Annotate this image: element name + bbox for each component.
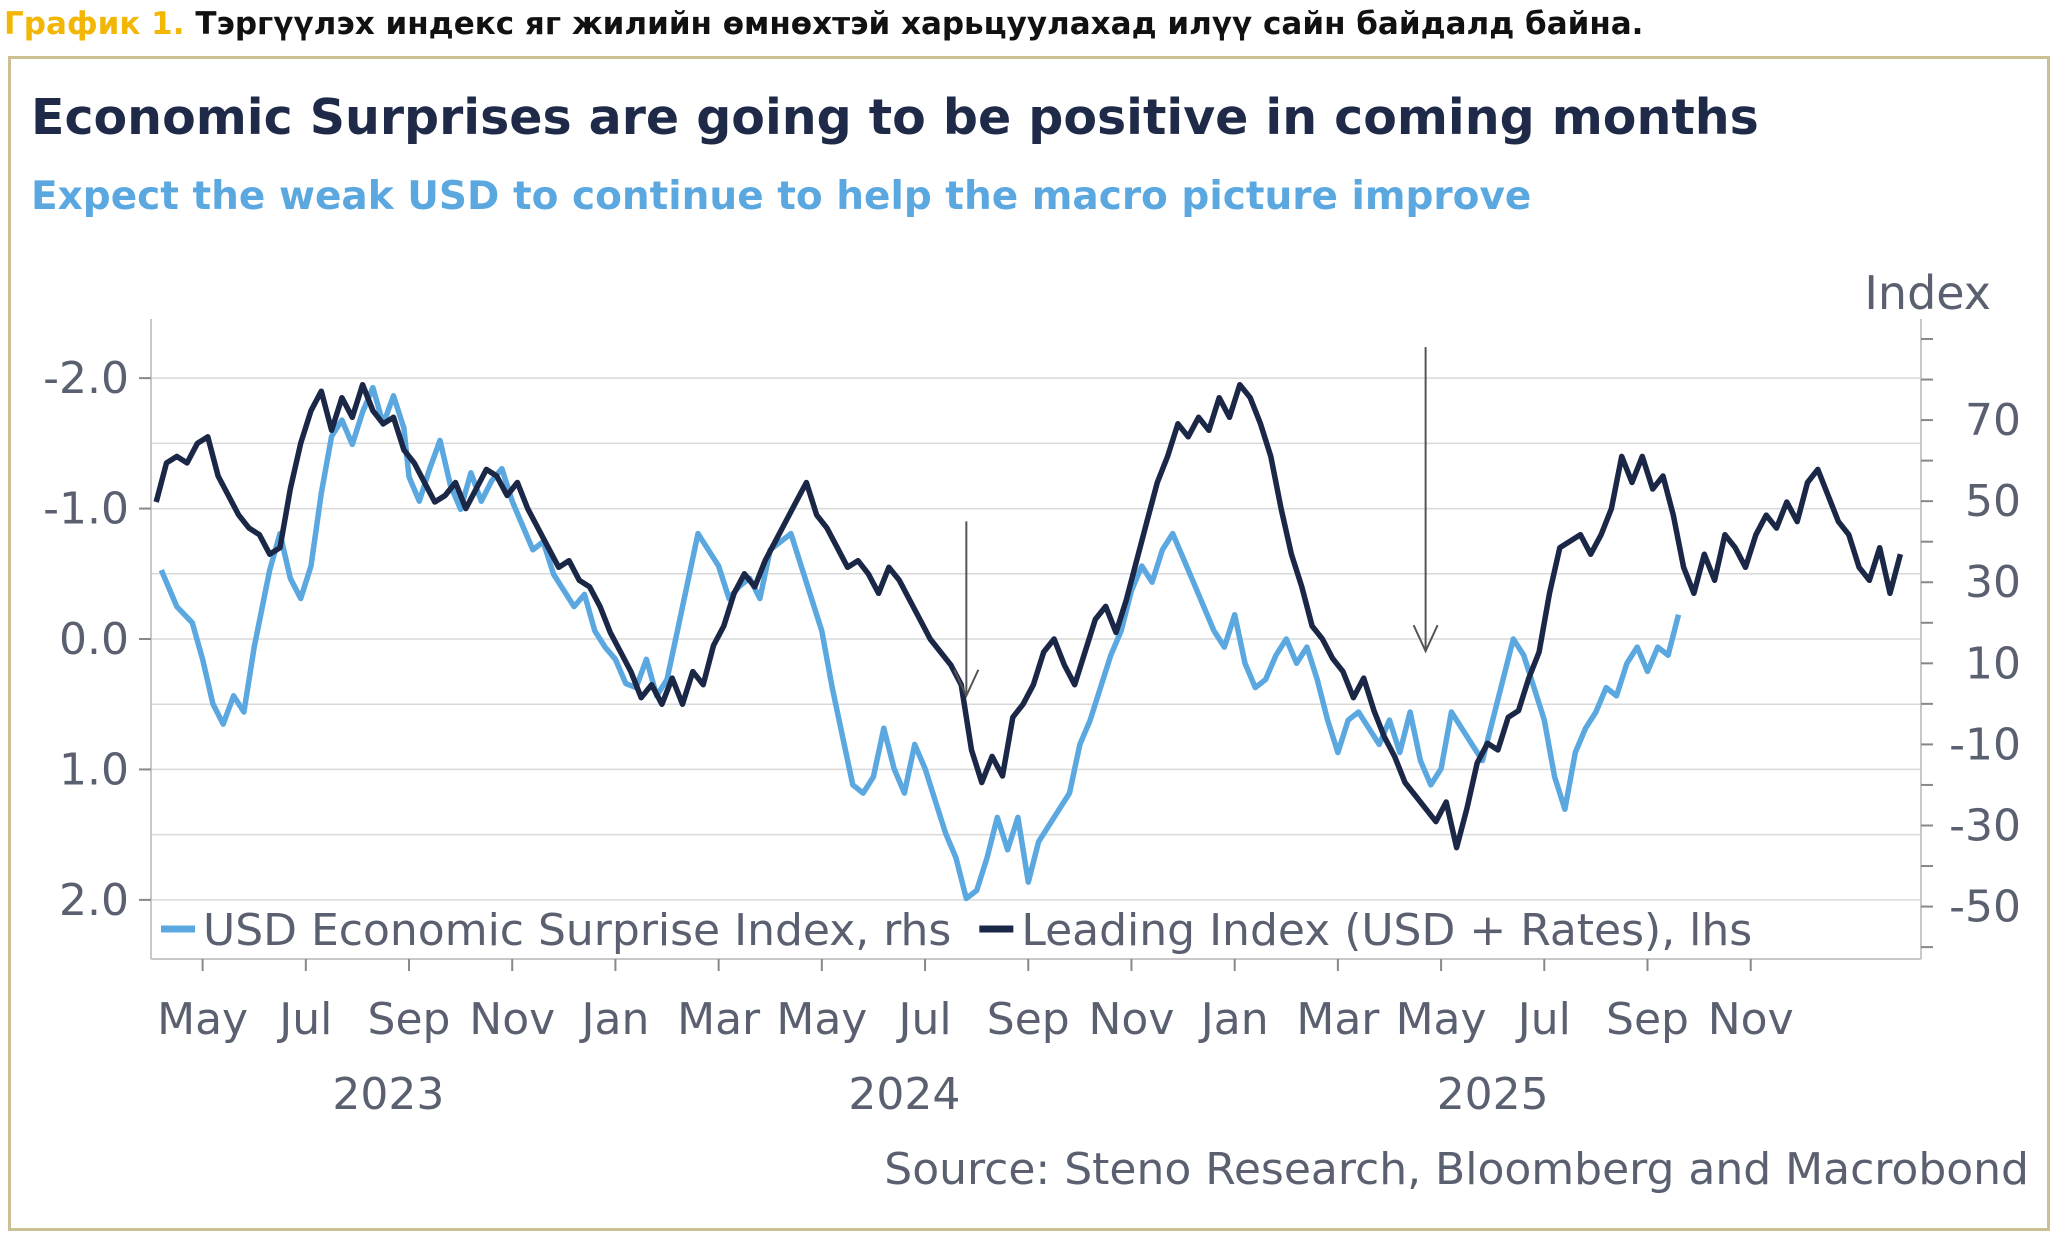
year-label: 2024 [848, 1069, 960, 1120]
annotations [953, 347, 1439, 699]
right-tick-label: -50 [1949, 882, 2021, 933]
right-tick-label: 50 [1965, 476, 2021, 527]
x-tick-label: Mar [1296, 994, 1380, 1045]
caption-label: График 1. [4, 6, 185, 42]
figure-caption: График 1. Тэргүүлэх индекс яг жилийн өмн… [4, 6, 1643, 42]
annotation-arrowhead [1412, 624, 1439, 654]
series-line-leading-index [153, 381, 1904, 851]
x-tick-label: Nov [1708, 994, 1794, 1045]
caption-text: Тэргүүлэх индекс яг жилийн өмнөхтэй харь… [195, 6, 1644, 42]
right-tick-label: -30 [1949, 800, 2021, 851]
year-label: 2025 [1437, 1069, 1549, 1120]
gridlines [151, 377, 1921, 901]
chart-title: Economic Surprises are going to be posit… [31, 89, 1759, 146]
series-line-surprise-index [158, 384, 1682, 902]
x-tick-label: Nov [469, 994, 555, 1045]
x-tick-label: May [157, 994, 248, 1045]
right-tick-label: 70 [1965, 395, 2021, 446]
x-tick-label: Jan [579, 994, 650, 1045]
left-tick-label: -1.0 [43, 484, 129, 535]
series-lines [153, 381, 1904, 902]
chart-subtitle: Expect the weak USD to continue to help … [31, 174, 1531, 219]
x-tick-label: Jul [276, 994, 332, 1045]
legend: USD Economic Surprise Index, rhs Leading … [161, 905, 1752, 956]
source-note: Source: Steno Research, Bloomberg and Ma… [884, 1144, 2029, 1195]
right-axis-title: Index [1864, 266, 1991, 320]
x-tick-label: May [776, 994, 867, 1045]
legend-label: Leading Index (USD + Rates), lhs [1021, 905, 1752, 956]
x-tick-label: Jan [1198, 994, 1269, 1045]
right-tick-label: 10 [1965, 638, 2021, 689]
x-tick-label: Sep [1606, 994, 1689, 1045]
left-tick-label: 2.0 [59, 875, 129, 926]
x-tick-label: Jul [1515, 994, 1571, 1045]
left-tick-label: 1.0 [59, 744, 129, 795]
x-tick-label: May [1396, 994, 1487, 1045]
x-tick-label: Sep [987, 994, 1070, 1045]
left-tick-label: 0.0 [59, 614, 129, 665]
chart-frame: Economic Surprises are going to be posit… [8, 56, 2050, 1231]
x-tick-label: Sep [368, 994, 451, 1045]
axes: -2.0 -1.0 0.0 1.0 2.0 70 50 30 10 -10 -30 -50 May Jul… [43, 319, 2021, 1120]
chart-svg: Economic Surprises are going to be posit… [31, 89, 2029, 1195]
left-tick-label: -2.0 [43, 353, 129, 404]
right-tick-label: -10 [1949, 719, 2021, 770]
right-tick-label: 30 [1965, 557, 2021, 608]
x-tick-label: Jul [896, 994, 952, 1045]
x-tick-label: Mar [677, 994, 761, 1045]
legend-label: USD Economic Surprise Index, rhs [203, 905, 951, 956]
x-tick-label: Nov [1089, 994, 1175, 1045]
annotation-arrowhead [953, 669, 980, 699]
year-label: 2023 [332, 1069, 444, 1120]
